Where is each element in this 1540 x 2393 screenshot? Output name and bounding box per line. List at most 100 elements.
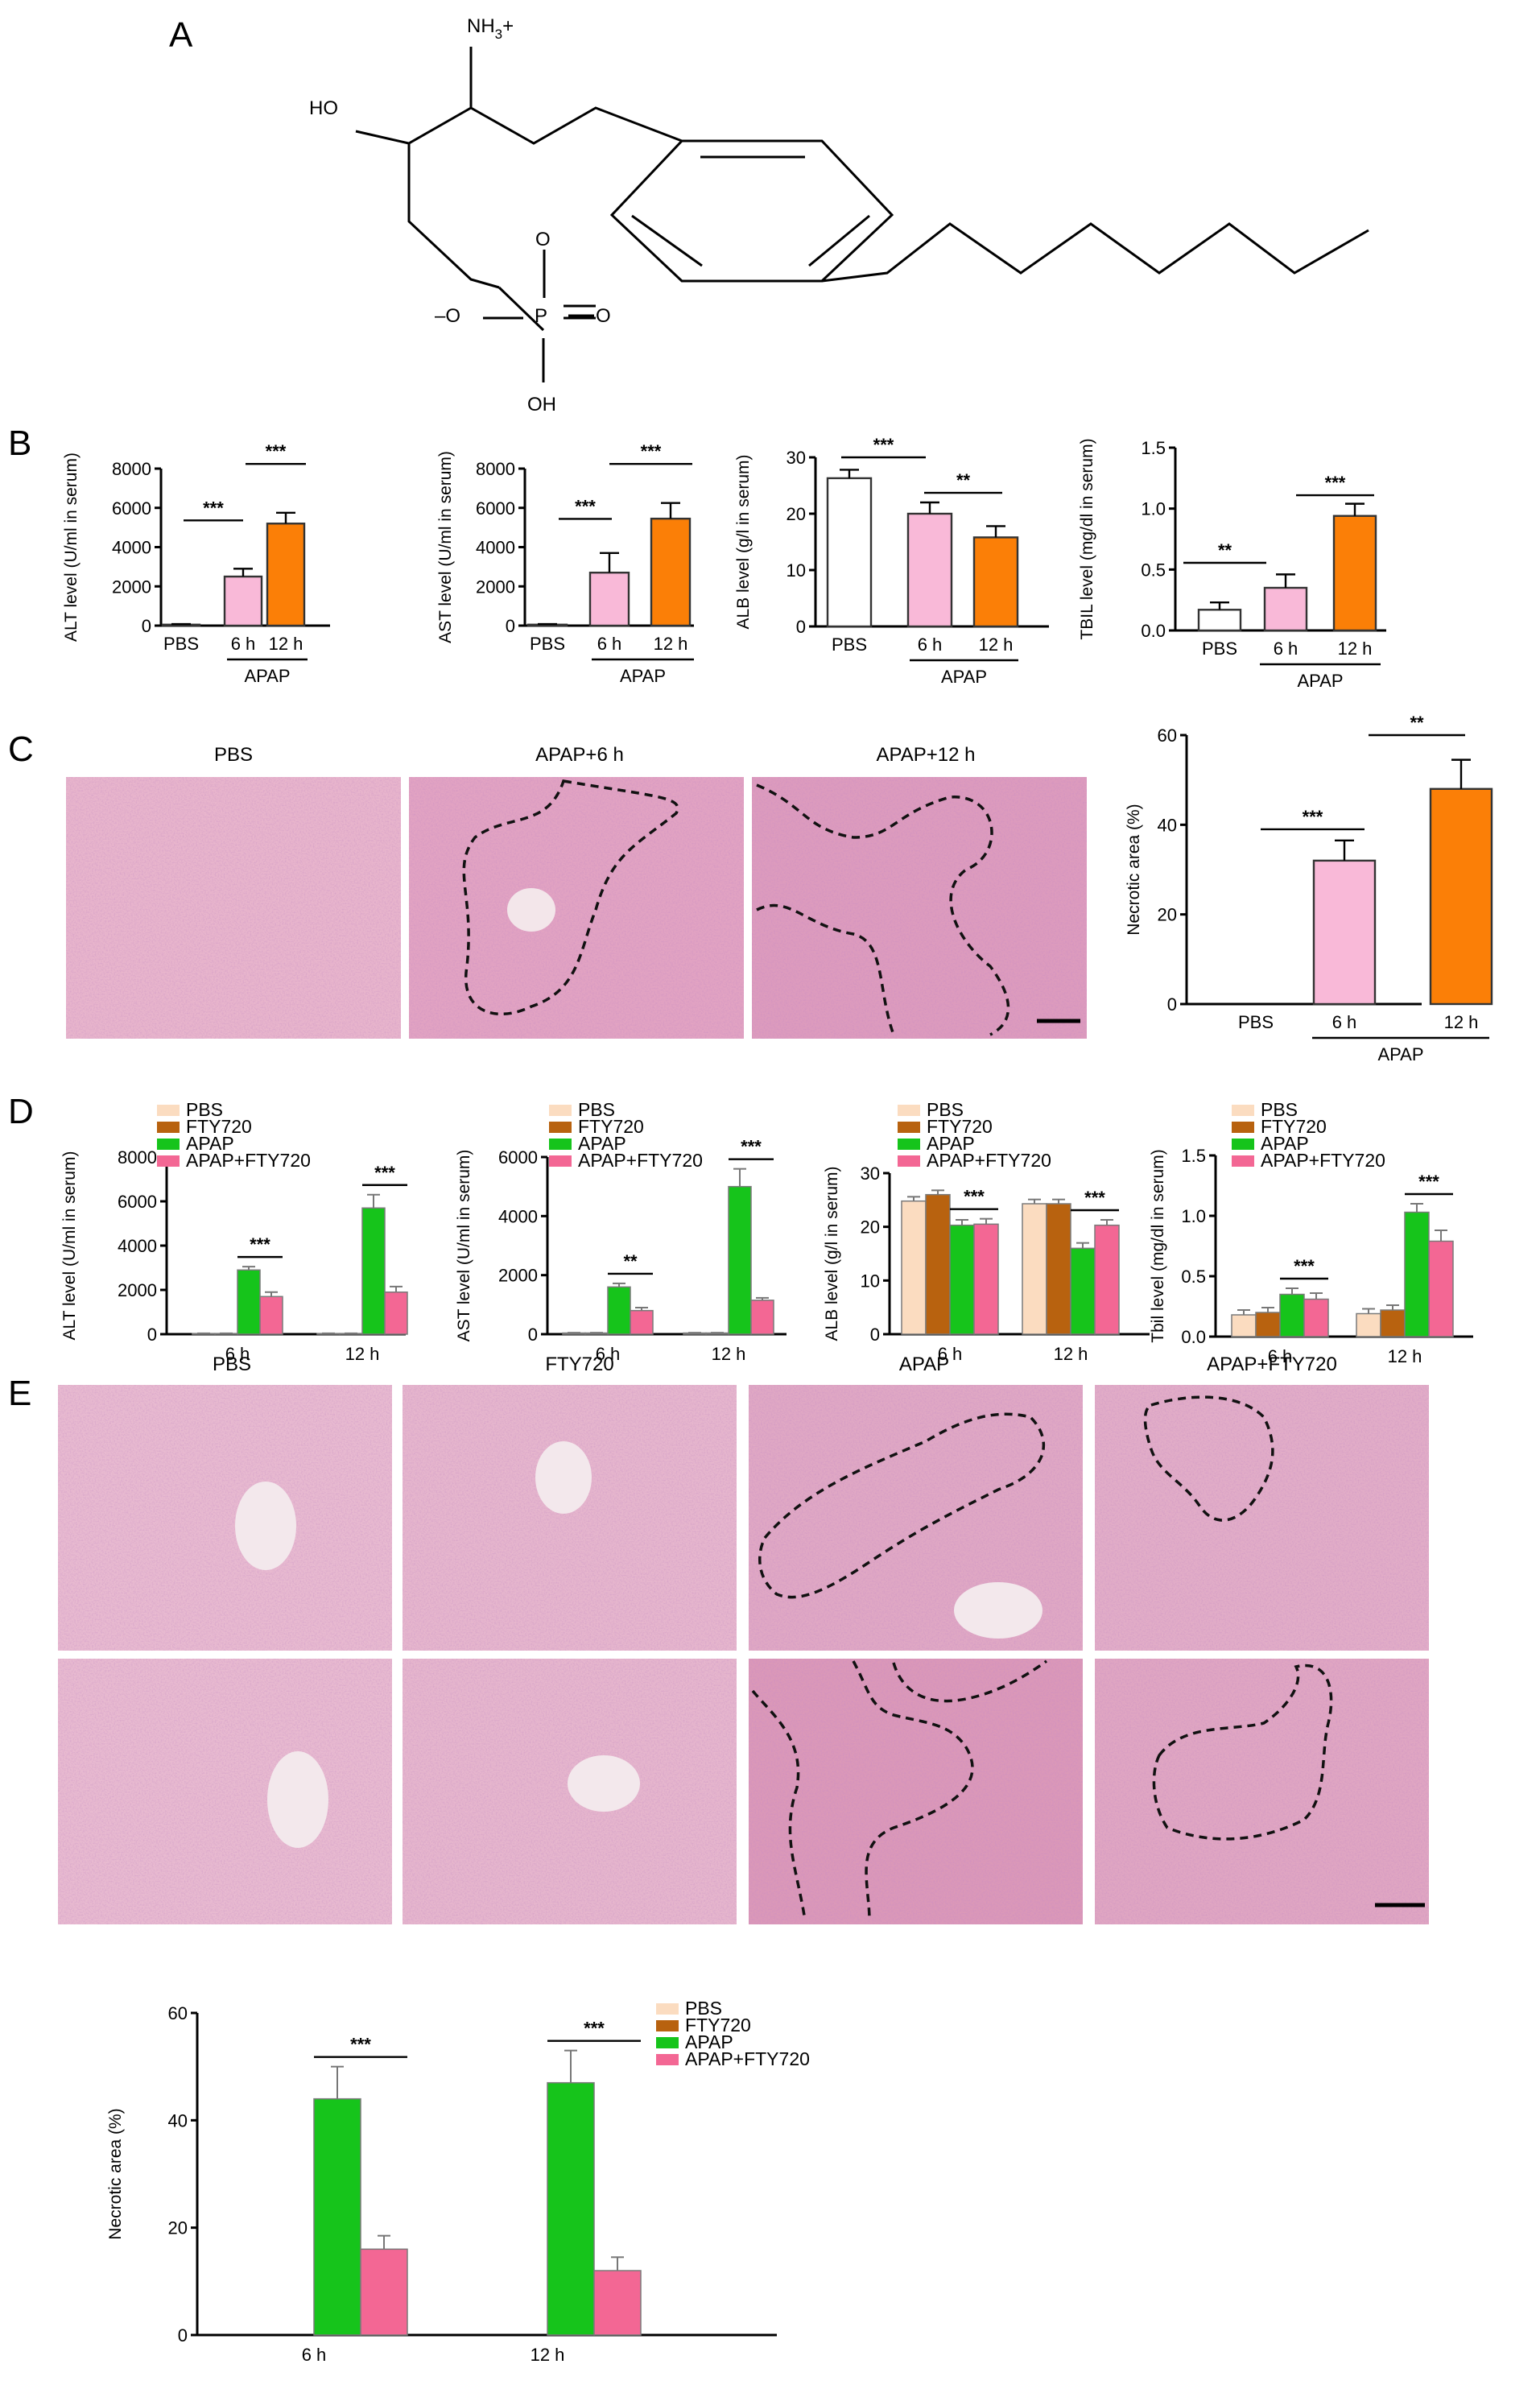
vessel [535,1441,592,1514]
y-tick-label: 6000 [476,498,515,519]
necrosis-outline [1152,1664,1333,1841]
x-tick-label: 6 h [225,1344,250,1364]
y-tick-label: 60 [168,2003,188,2023]
histo-e-label-2: APAP [899,1354,949,1375]
y-tick-label: 0.5 [1181,1267,1206,1287]
histo-c-image-apap6 [409,777,744,1039]
bar-12h [266,523,306,627]
y-tick-label: 10 [861,1271,880,1291]
x-tick-label: 12 h [1338,639,1373,659]
x-tick-label: 12 h [1054,1344,1088,1364]
chart-d2: 0 2000 4000 6000 AST level (U/ml in serum) 6 … [455,1099,787,1364]
y-axis-label: ALT level (U/ml in serum) [62,453,81,642]
x-tick-label: 6 h [596,1344,621,1364]
y-axis-label: ALB level (g/l in serum) [734,454,753,629]
bond-chain-right [470,106,683,145]
x-tick-label: 12 h [654,634,688,654]
x-tick-label: 6 h [231,634,256,654]
x-tick-label: 12 h [1444,1012,1479,1032]
y-tick-label: 40 [1158,815,1177,835]
necrosis-outline [756,783,1010,1036]
significance-label: *** [741,1137,762,1157]
significance-label: *** [584,2019,605,2039]
y-tick-label: 0 [506,616,515,636]
chart-b1: 0 2000 4000 6000 8000 ALT level (U/ml in seru… [62,441,330,686]
histo-e-image-pbs-1 [58,1385,392,1651]
histo-e-image-apapfty-1 [1095,1385,1429,1651]
y-tick-label: 0 [528,1325,538,1345]
atom-ho: HO [309,97,338,119]
bar-apap-12h [547,2081,595,2336]
necrosis-outline [1143,1395,1274,1522]
bar-apapfty720-6h [259,1296,283,1335]
atom-o-minus: –O [435,305,460,327]
significance-label: *** [374,1163,395,1183]
bar-apapfty720-6h [360,2248,408,2336]
histo-c-label-1: APAP+6 h [535,744,624,766]
vessel [568,1755,640,1812]
y-tick-label: 2000 [112,577,151,597]
chart-d4: 0.0 0.5 1.0 1.5 Tbil level (mg/dl in serum) 6… [1149,1099,1473,1366]
y-tick-label: 1.5 [1181,1146,1206,1166]
y-tick-label: 1.0 [1181,1206,1206,1226]
bar-pbs-6h [1231,1314,1257,1337]
bar-apap-12h [361,1207,386,1335]
chart-d3: 0 10 20 30 ALB level (g/l in serum) 6 h *** 12 … [823,1099,1150,1364]
vessel [235,1482,296,1570]
y-axis-label: AST level (U/ml in serum) [436,451,455,643]
y-tick-label: 20 [861,1217,880,1238]
y-tick-label: 20 [168,2218,188,2238]
legend-label: APAP [685,2031,733,2052]
legend-label: APAP+FTY720 [927,1150,1051,1171]
legend-swatch [549,1139,572,1150]
y-axis-label: AST level (U/ml in serum) [455,1150,473,1342]
vessel [954,1582,1042,1639]
bond-o-link [498,286,545,332]
atom-o-double: O [596,305,611,327]
bar-12h [972,536,1019,628]
y-tick-label: 8000 [476,459,515,479]
histo-c-label-0: PBS [214,744,253,766]
legend-swatch [157,1139,180,1150]
x-tick-label: 12 h [269,634,303,654]
legend-swatch [898,1122,920,1133]
significance-label: *** [1325,473,1346,493]
group-label: APAP [1297,671,1343,691]
bar-6h [1312,859,1377,1006]
legend-label: PBS [186,1099,223,1120]
legend-label: FTY720 [927,1116,993,1137]
x-tick-label: 12 h [1388,1346,1422,1366]
atom-nh3: NH3+ [467,15,514,42]
bar-apapfty720-12h [750,1300,774,1335]
significance-label: *** [575,496,596,516]
y-axis-label: Necrotic area (%) [1125,804,1143,935]
x-tick-label: PBS [1202,639,1237,659]
group-label: APAP [620,666,666,686]
vessel [507,888,555,932]
x-tick-label: 6 h [938,1344,963,1364]
x-tick-label: 12 h [979,634,1014,655]
legend-label: FTY720 [685,2015,751,2035]
significance-label: *** [1084,1188,1105,1208]
necrosis-outline [758,1412,1046,1599]
y-tick-label: 20 [787,504,806,524]
bar-pbs [1197,609,1242,632]
bar-fty720-12h [1046,1203,1071,1335]
group-label: APAP [1377,1044,1423,1064]
bar-6h [906,512,953,628]
legend-swatch [1232,1122,1254,1133]
x-tick-label: 6 h [1274,639,1298,659]
panel-label-d: D [8,1092,34,1131]
legend-label: APAP [186,1133,234,1154]
legend-swatch [1232,1155,1254,1167]
panel-label-e: E [8,1374,31,1413]
y-tick-label: 1.5 [1141,438,1166,458]
y-tick-label: 0 [870,1325,880,1345]
legend-label: APAP [927,1133,975,1154]
bar-apap-12h [1070,1247,1096,1335]
y-tick-label: 40 [168,2110,188,2131]
y-tick-label: 4000 [118,1236,157,1256]
histo-e-image-fty720-1 [403,1385,737,1651]
chart-e1: 0 20 40 60 Necrotic area (%) 6 h *** 12 h *** PBS… [106,1998,810,2365]
